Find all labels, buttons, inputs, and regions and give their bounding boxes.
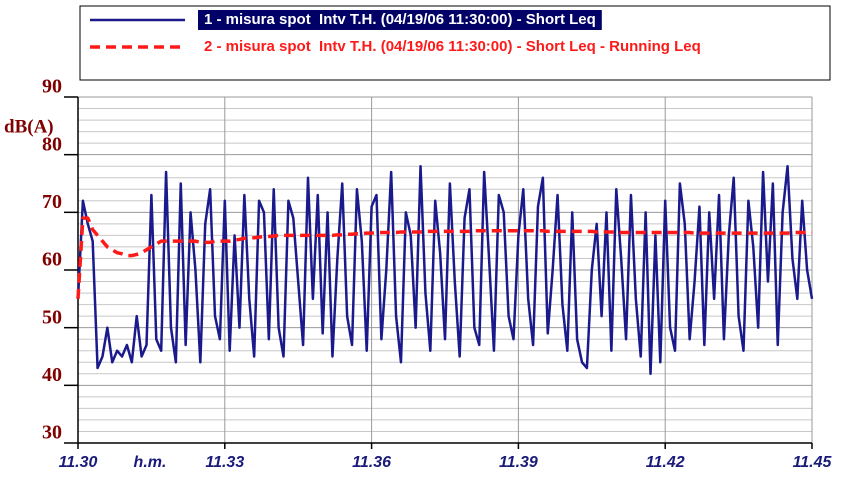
x-tick-label: 11.30: [59, 454, 98, 471]
x-tick-label: 11.39: [499, 454, 538, 471]
x-tick-label: 11.42: [646, 454, 685, 471]
x-tick-label: 11.45: [793, 454, 833, 471]
series-line: [76, 216, 812, 299]
y-axis-label: dB(A): [4, 116, 54, 137]
x-axis-label: h.m.: [134, 454, 167, 471]
legend-label: 1 - misura spot Intv T.H. (04/19/06 11:3…: [204, 11, 596, 28]
y-tick-label: 60: [42, 249, 62, 271]
legend-label: 2 - misura spot Intv T.H. (04/19/06 11:3…: [204, 38, 701, 55]
y-tick-label: 50: [42, 306, 62, 328]
y-tick-label: 80: [42, 133, 62, 155]
y-tick-label: 70: [42, 191, 62, 213]
series-line: [76, 164, 814, 376]
x-tick-label: 11.36: [352, 454, 391, 471]
legend-highlight: [198, 10, 602, 30]
y-tick-label: 40: [42, 364, 62, 386]
x-tick-label: 11.33: [205, 454, 244, 471]
y-tick-label: 30: [42, 422, 62, 444]
y-tick-label: 90: [42, 76, 62, 98]
